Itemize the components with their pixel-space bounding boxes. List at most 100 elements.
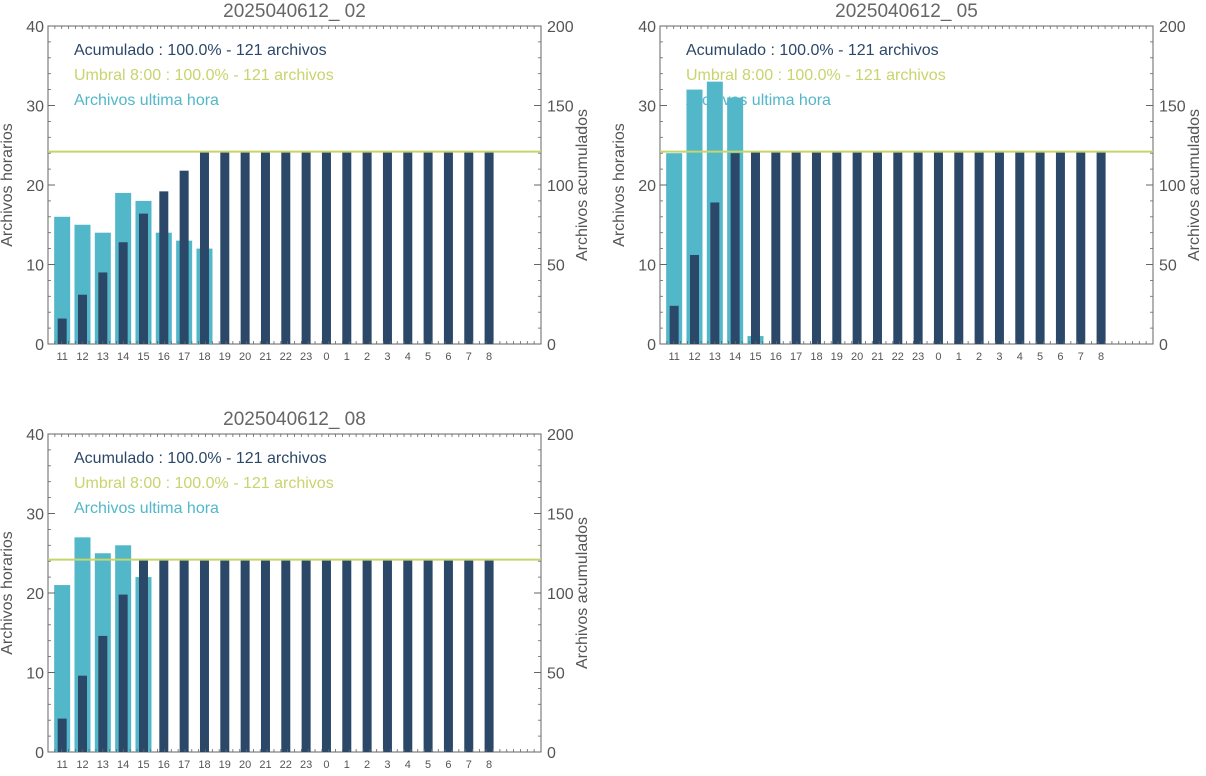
y2-tick-label: 50: [547, 666, 565, 683]
cumulative-bar: [464, 151, 474, 344]
cumulative-bar: [342, 151, 352, 344]
x-tick-label: 4: [1017, 351, 1023, 363]
cumulative-bar: [730, 153, 740, 344]
cumulative-bar: [811, 151, 821, 344]
x-tick-label: 2: [364, 759, 370, 771]
x-tick-label: 15: [749, 351, 761, 363]
y2-tick-label: 50: [547, 258, 565, 275]
cumulative-bar: [382, 559, 392, 752]
cumulative-bar: [138, 213, 148, 344]
cumulative-bar: [118, 594, 128, 752]
cumulative-bar: [443, 559, 453, 752]
cumulative-bar: [118, 242, 128, 344]
cumulative-bar: [281, 151, 291, 344]
cumulative-bar: [138, 559, 148, 752]
x-tick-label: 15: [137, 759, 149, 771]
cumulative-bar: [362, 151, 372, 344]
cumulative-bar: [669, 305, 679, 344]
x-tick-label: 4: [405, 351, 411, 363]
x-tick-label: 0: [935, 351, 941, 363]
cumulative-bar: [893, 151, 903, 344]
y2-tick-label: 0: [1159, 337, 1168, 354]
y2-tick-label: 150: [1159, 99, 1186, 116]
x-tick-label: 23: [912, 351, 924, 363]
x-tick-label: 11: [56, 351, 67, 363]
x-tick-label: 18: [810, 351, 822, 363]
y2-tick-label: 200: [547, 19, 574, 36]
y-tick-label: 20: [26, 586, 44, 603]
cumulative-bar: [321, 151, 331, 344]
hourly-bar: [666, 153, 683, 344]
hourly-bar: [54, 585, 71, 752]
cumulative-bar: [994, 151, 1004, 344]
x-tick-label: 22: [280, 759, 292, 771]
cumulative-bar: [872, 151, 882, 344]
y-tick-label: 0: [35, 745, 44, 762]
y-tick-label: 10: [638, 258, 656, 275]
x-tick-label: 13: [97, 351, 109, 363]
x-tick-label: 14: [117, 759, 129, 771]
x-tick-label: 17: [790, 351, 802, 363]
cumulative-bar: [240, 559, 250, 752]
cumulative-bar: [974, 151, 984, 344]
cumulative-bar: [301, 559, 311, 752]
chart-title: 2025040612_ 05: [835, 1, 978, 22]
cumulative-bar: [1096, 151, 1106, 344]
cumulative-bar: [342, 559, 352, 752]
cumulative-bar: [1015, 151, 1025, 344]
y2-tick-label: 100: [1159, 178, 1186, 195]
x-tick-label: 12: [76, 759, 88, 771]
x-tick-label: 21: [259, 759, 271, 771]
x-tick-label: 3: [384, 759, 390, 771]
cumulative-bar: [771, 151, 781, 344]
x-tick-label: 19: [831, 351, 843, 363]
cumulative-bar: [321, 559, 331, 752]
cumulative-bar: [199, 151, 209, 344]
cumulative-bar: [403, 559, 413, 752]
y2-tick-label: 0: [547, 745, 556, 762]
cumulative-bar: [750, 151, 760, 344]
x-tick-label: 20: [239, 351, 251, 363]
x-tick-label: 6: [445, 759, 451, 771]
y-axis-label: Archivos horarios: [0, 123, 16, 247]
x-tick-label: 3: [384, 351, 390, 363]
chart-title: 2025040612_ 02: [223, 1, 366, 22]
y2-axis-label: Archivos acumulados: [574, 109, 591, 261]
y2-tick-label: 50: [1159, 258, 1177, 275]
cumulative-bar: [281, 559, 291, 752]
x-tick-label: 7: [466, 351, 472, 363]
x-tick-label: 15: [137, 351, 149, 363]
cumulative-bar: [933, 151, 943, 344]
y-tick-label: 40: [26, 19, 44, 36]
x-tick-label: 20: [239, 759, 251, 771]
cumulative-bar: [403, 151, 413, 344]
x-tick-label: 22: [892, 351, 904, 363]
x-tick-label: 16: [158, 351, 170, 363]
cumulative-bar: [852, 151, 862, 344]
x-tick-label: 7: [1078, 351, 1084, 363]
cumulative-bar: [382, 151, 392, 344]
x-tick-label: 11: [56, 759, 67, 771]
cumulative-bar: [464, 559, 474, 752]
x-tick-label: 2: [976, 351, 982, 363]
cumulative-bar: [159, 559, 169, 752]
y-tick-label: 40: [638, 19, 656, 36]
cumulative-bar: [77, 294, 87, 344]
x-tick-label: 8: [1098, 351, 1104, 363]
y2-tick-label: 100: [547, 586, 574, 603]
x-tick-label: 23: [300, 759, 312, 771]
cumulative-bar: [832, 151, 842, 344]
x-tick-label: 21: [871, 351, 883, 363]
x-tick-label: 19: [219, 759, 231, 771]
x-tick-label: 2: [364, 351, 370, 363]
y-tick-label: 30: [26, 507, 44, 524]
x-tick-label: 19: [219, 351, 231, 363]
y2-tick-label: 100: [547, 178, 574, 195]
cumulative-bar: [954, 151, 964, 344]
x-tick-label: 14: [729, 351, 741, 363]
x-tick-label: 18: [198, 351, 210, 363]
x-tick-label: 4: [405, 759, 411, 771]
